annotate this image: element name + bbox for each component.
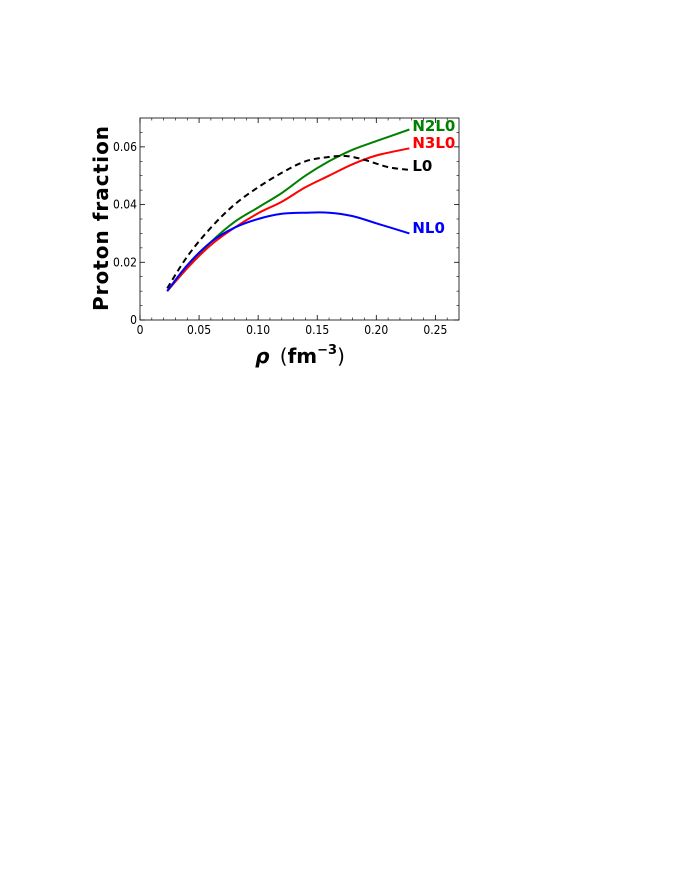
x-axis-unit-base: fm bbox=[288, 344, 318, 368]
axis-ticks bbox=[139, 118, 459, 321]
y-tick-label: 0 bbox=[130, 313, 137, 327]
x-tick-label: 0.10 bbox=[246, 323, 270, 337]
y-tick-label: 0.06 bbox=[113, 140, 137, 154]
x-axis-unit-close: ) bbox=[337, 344, 345, 368]
series-line-n3l0 bbox=[166, 147, 410, 292]
x-tick-label: 0.25 bbox=[423, 323, 447, 337]
series-label-n2l0: N2L0 bbox=[412, 117, 455, 135]
y-tick-label: 0.04 bbox=[113, 198, 137, 212]
x-axis-unit-open: ( bbox=[280, 344, 288, 368]
series-label-l0: L0 bbox=[412, 157, 432, 175]
x-tick-label: 0.20 bbox=[364, 323, 388, 337]
series-line-n2l0 bbox=[166, 128, 410, 292]
x-tick-label: 0.15 bbox=[305, 323, 329, 337]
plot-area-frame bbox=[139, 117, 460, 321]
series-line-nl0 bbox=[166, 211, 410, 292]
y-axis-label: Proton fraction bbox=[89, 125, 113, 311]
plot-frame bbox=[139, 117, 460, 321]
x-tick-label: 0 bbox=[137, 323, 144, 337]
x-axis-unit-exp: −3 bbox=[317, 343, 337, 358]
series-lines bbox=[166, 128, 410, 292]
x-axis-symbol: ρ bbox=[255, 344, 269, 368]
series-label-nl0: NL0 bbox=[412, 219, 445, 237]
axis-tick-labels: 0 0.05 0.10 0.15 0.20 0.25 0 0.02 0.04 0.06 bbox=[113, 140, 447, 337]
x-axis-label: ρ (fm−3) bbox=[255, 343, 345, 368]
series-line-l0 bbox=[166, 154, 410, 289]
series-label-n3l0: N3L0 bbox=[412, 134, 455, 152]
y-tick-label: 0.02 bbox=[113, 255, 137, 269]
x-tick-label: 0.05 bbox=[187, 323, 211, 337]
